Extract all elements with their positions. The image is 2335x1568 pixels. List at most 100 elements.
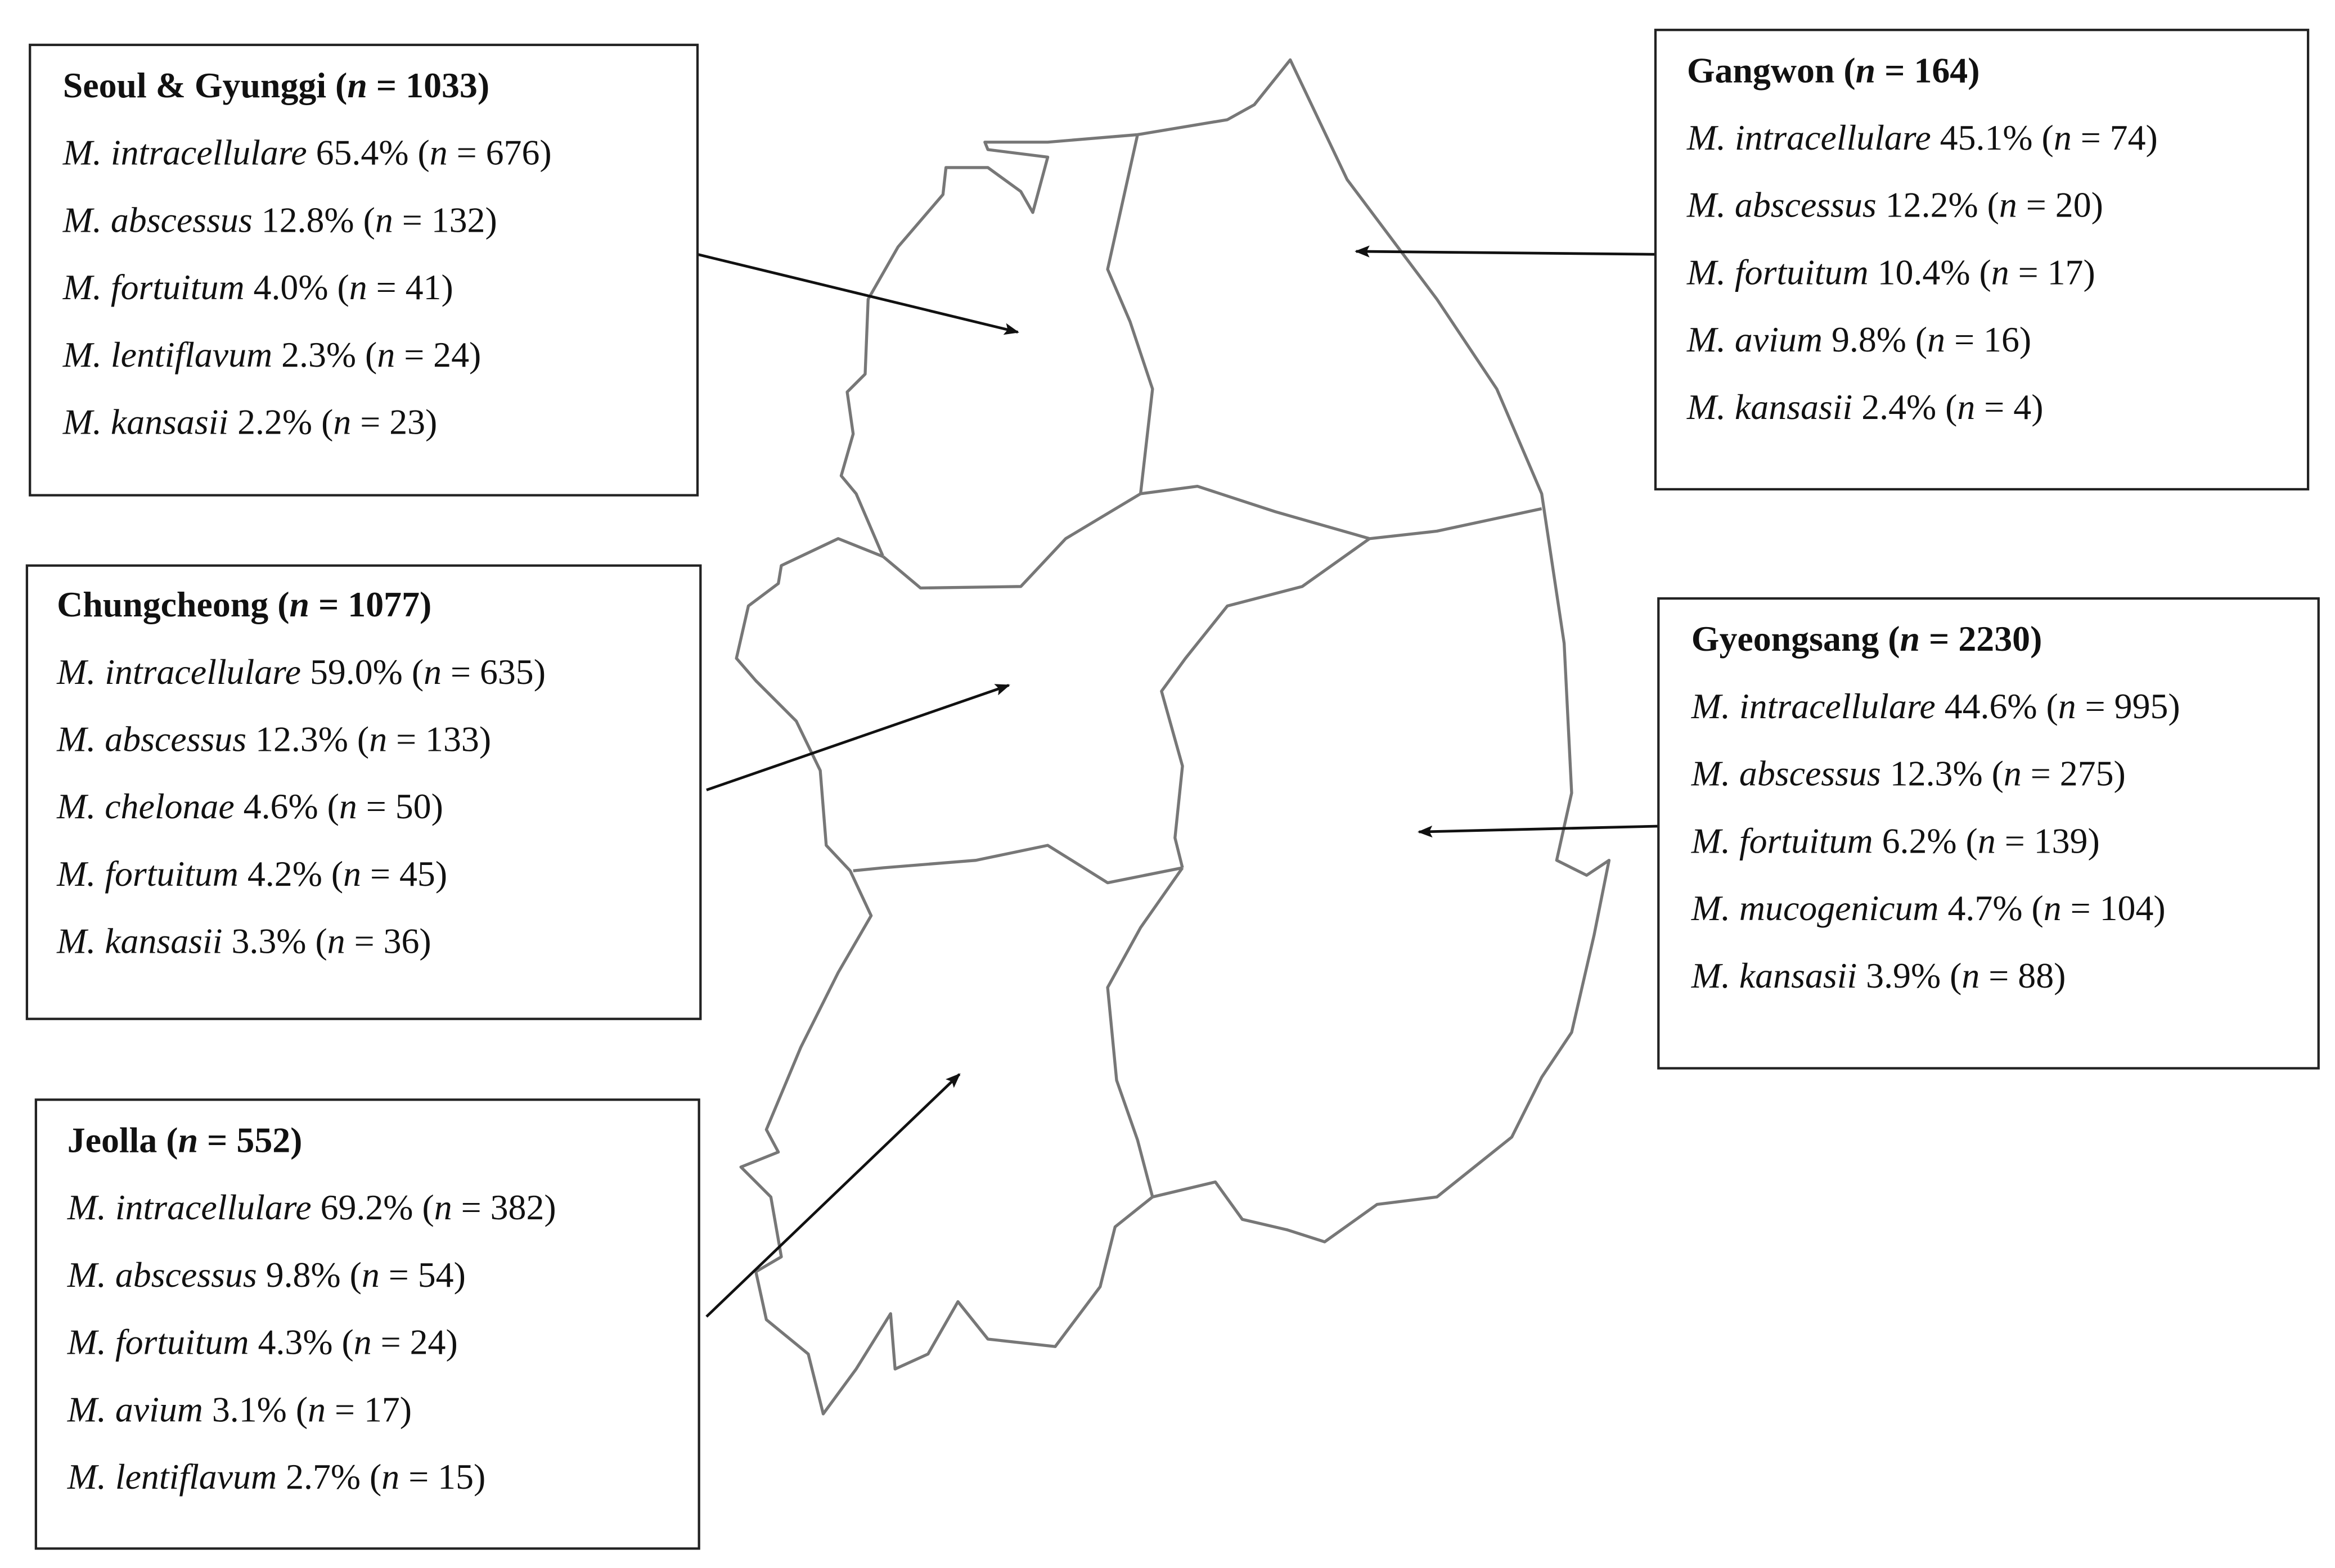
text-segment: = 4) bbox=[1975, 387, 2043, 427]
korea-map bbox=[735, 58, 1611, 1416]
text-segment: Gyeongsang ( bbox=[1691, 619, 1900, 659]
text-segment: 4.0% ( bbox=[245, 267, 349, 307]
text-segment: M. abscessus bbox=[1686, 185, 1877, 225]
text-segment: 69.2% ( bbox=[312, 1187, 434, 1227]
species-line: M. abscessus 12.3% (n = 275) bbox=[1691, 754, 2126, 794]
text-segment: n bbox=[1999, 185, 2017, 225]
text-segment: M. fortuitum bbox=[1691, 821, 1873, 860]
text-segment: M. kansasii bbox=[56, 921, 222, 961]
text-segment: n bbox=[377, 335, 395, 375]
text-segment: n bbox=[430, 133, 448, 173]
region-title: Gyeongsang (n = 2230) bbox=[1691, 619, 2042, 659]
species-line: M. kansasii 2.2% (n = 23) bbox=[62, 402, 438, 441]
text-segment: 3.3% ( bbox=[223, 921, 327, 961]
text-segment: = 24) bbox=[395, 335, 481, 375]
text-segment: 6.2% ( bbox=[1873, 821, 1978, 860]
text-segment: M. kansasii bbox=[1691, 956, 1857, 995]
text-segment: 9.8% ( bbox=[1823, 319, 1927, 359]
text-segment: 2.3% ( bbox=[272, 335, 377, 375]
region-box: Gangwon (n = 164)M. intracellulare 45.1%… bbox=[1654, 29, 2310, 491]
text-segment: = 995) bbox=[2076, 686, 2180, 726]
species-line: M. intracellulare 44.6% (n = 995) bbox=[1691, 686, 2180, 726]
text-segment: = 164) bbox=[1875, 50, 1979, 90]
text-segment: 59.0% ( bbox=[301, 652, 424, 692]
text-segment: M. chelonae bbox=[56, 786, 235, 826]
text-segment: 4.3% ( bbox=[249, 1322, 354, 1362]
text-segment: = 552) bbox=[198, 1120, 302, 1160]
text-segment: = 17) bbox=[2009, 252, 2095, 292]
box-frame bbox=[1657, 597, 2320, 1070]
text-segment: = 41) bbox=[367, 267, 453, 307]
text-segment: M. avium bbox=[67, 1389, 203, 1429]
text-segment: = 635) bbox=[442, 652, 546, 692]
species-line: M. kansasii 3.3% (n = 36) bbox=[56, 921, 431, 961]
text-segment: 2.2% ( bbox=[228, 402, 333, 441]
region-box: Jeolla (n = 552) M. intracellulare 69.2% … bbox=[34, 1098, 700, 1550]
species-line: M. abscessus 12.2% (n = 20) bbox=[1686, 185, 2103, 225]
region-boxes: Seoul & Gyunggi (n = 1033)M. intracellul… bbox=[25, 29, 2320, 1550]
box-frame bbox=[25, 564, 702, 1020]
text-segment: n bbox=[1856, 50, 1876, 90]
species-line: M. fortuitum 6.2% (n = 139) bbox=[1691, 821, 2100, 860]
text-segment: M. intracellulare bbox=[67, 1187, 312, 1227]
text-segment: 9.8% ( bbox=[257, 1255, 362, 1295]
border-gangwon bbox=[1140, 484, 1542, 540]
text-segment: n bbox=[375, 200, 393, 240]
text-segment: n bbox=[1961, 956, 1979, 995]
text-segment: M. abscessus bbox=[67, 1255, 257, 1295]
text-segment: 12.2% ( bbox=[1877, 185, 1999, 225]
text-segment: M. kansasii bbox=[62, 402, 228, 441]
text-segment: M. kansasii bbox=[1686, 387, 1852, 427]
text-segment: n bbox=[2054, 118, 2072, 157]
text-segment: M. fortuitum bbox=[62, 267, 245, 307]
text-segment: M. mucogenicum bbox=[1691, 888, 1939, 928]
region-box: Gyeongsang (n = 2230) M. intracellulare 4… bbox=[1657, 597, 2320, 1070]
text-segment: n bbox=[347, 65, 367, 105]
text-segment: = 133) bbox=[387, 719, 491, 759]
text-segment: 2.7% ( bbox=[277, 1457, 381, 1497]
text-segment: n bbox=[1927, 319, 1945, 359]
text-segment: n bbox=[381, 1457, 399, 1497]
species-line: M. avium 9.8% (n = 16) bbox=[1686, 319, 2031, 359]
box-frame bbox=[34, 1098, 700, 1550]
text-segment: = 16) bbox=[1945, 319, 2031, 359]
text-segment: n bbox=[434, 1187, 452, 1227]
text-segment: 65.4% ( bbox=[307, 133, 430, 173]
border-jeolla bbox=[1106, 867, 1184, 1197]
arrow bbox=[705, 1073, 961, 1318]
species-line: M. abscessus 12.8% (n = 132) bbox=[62, 200, 497, 240]
text-segment: M. intracellulare bbox=[62, 133, 307, 173]
species-line: M. intracellulare 65.4% (n = 676) bbox=[62, 133, 552, 173]
text-segment: n bbox=[343, 854, 361, 894]
arrows bbox=[697, 245, 1671, 1318]
border-chungcheong bbox=[853, 844, 1183, 885]
border-gyeongsang bbox=[1160, 537, 1371, 868]
text-segment: M. lentiflavum bbox=[62, 335, 272, 375]
text-segment: = 15) bbox=[399, 1457, 485, 1497]
text-segment: M. fortuitum bbox=[1686, 252, 1869, 292]
text-segment: M. abscessus bbox=[56, 719, 246, 759]
species-line: M. avium 3.1% (n = 17) bbox=[67, 1389, 412, 1429]
region-title: Jeolla (n = 552) bbox=[68, 1120, 303, 1160]
text-segment: M. intracellulare bbox=[1686, 118, 1931, 157]
text-segment: n bbox=[354, 1322, 372, 1362]
text-segment: = 132) bbox=[393, 200, 497, 240]
species-line: M. chelonae 4.6% (n = 50) bbox=[56, 786, 443, 826]
text-segment: n bbox=[2058, 686, 2076, 726]
text-segment: = 1077) bbox=[309, 584, 431, 624]
text-segment: n bbox=[1957, 387, 1975, 427]
text-segment: n bbox=[349, 267, 367, 307]
species-line: M. fortuitum 4.2% (n = 45) bbox=[56, 854, 447, 894]
text-segment: 4.6% ( bbox=[235, 786, 339, 826]
text-segment: Chungcheong ( bbox=[57, 584, 289, 624]
text-segment: 45.1% ( bbox=[1931, 118, 2054, 157]
text-segment: n bbox=[327, 921, 345, 961]
text-segment: = 382) bbox=[452, 1187, 556, 1227]
text-segment: n bbox=[333, 402, 351, 441]
species-line: M. kansasii 3.9% (n = 88) bbox=[1691, 956, 2066, 995]
species-line: M. fortuitum 4.0% (n = 41) bbox=[62, 267, 453, 307]
text-segment: = 24) bbox=[372, 1322, 458, 1362]
text-segment: = 36) bbox=[345, 921, 431, 961]
text-segment: = 88) bbox=[1979, 956, 2066, 995]
